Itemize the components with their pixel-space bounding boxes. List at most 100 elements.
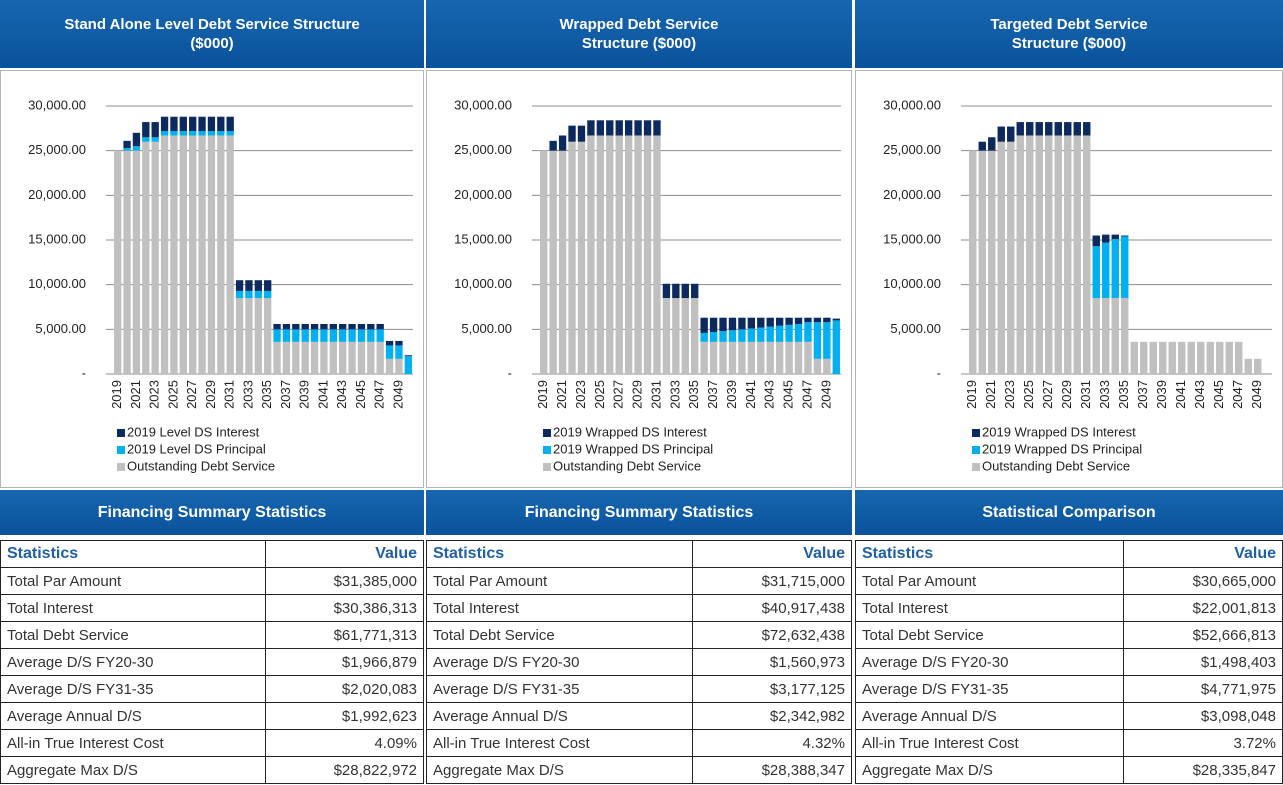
y-tick-label: 30,000.00 (28, 97, 86, 112)
bar-segment (123, 150, 131, 374)
bar-segment (700, 317, 708, 333)
y-tick-label: 15,000.00 (883, 231, 941, 246)
legend-label: 2019 Wrapped DS Interest (553, 424, 707, 439)
x-tick-label: 2021 (983, 380, 998, 409)
y-tick-label: 5,000.00 (890, 321, 941, 336)
bar-segment (1026, 135, 1034, 374)
y-tick-label: 20,000.00 (454, 187, 512, 202)
bar-segment (549, 140, 557, 151)
bar-segment (160, 116, 169, 132)
bar-segment (254, 290, 262, 299)
table-row: Total Interest $30,386,313 (0, 594, 424, 622)
table-row: All-in True Interest Cost 3.72% (855, 729, 1283, 757)
bar-segment (1054, 122, 1062, 136)
chart-box: - 5,000.00 10,000.00 15,000.00 20,000.00 25,0… (855, 70, 1283, 488)
bar-segment (160, 135, 169, 374)
bar-segment (794, 323, 803, 342)
y-tick-label: 10,000.00 (883, 276, 941, 291)
bar-segment (1035, 135, 1043, 374)
bar-segment (357, 341, 366, 374)
y-tick-label: 15,000.00 (28, 231, 86, 246)
x-tick-label: 2043 (762, 380, 777, 409)
bar-segment (310, 329, 319, 342)
bar-segment (170, 116, 178, 132)
bar-segment (376, 329, 384, 342)
bar-segment (301, 329, 309, 342)
bar-segment (719, 341, 727, 374)
bar-segment (615, 120, 623, 136)
bar-segment (301, 341, 309, 374)
bar-segment (245, 280, 253, 291)
y-tick-label: 25,000.00 (28, 142, 86, 157)
bar-segment (179, 131, 187, 136)
x-tick-label: 2047 (799, 380, 814, 409)
bar-segment (757, 341, 765, 374)
bar-segment (179, 116, 187, 132)
x-tick-label: 2041 (743, 380, 758, 409)
bar-segment (404, 355, 412, 357)
bar-segment (1121, 235, 1129, 237)
table-row: Total Debt Service $61,771,313 (0, 621, 424, 649)
stats-table: Statistics Value Total Par Amount $31,385,0… (0, 540, 424, 784)
bar-segment (254, 280, 262, 291)
legend-swatch (543, 446, 551, 454)
bar-segment (1064, 122, 1072, 136)
bar-segment (264, 298, 272, 374)
stat-name: Total Interest (0, 594, 266, 622)
bar-segment (1235, 341, 1243, 374)
stats-table: Statistics Value Total Par Amount $30,665,0… (855, 540, 1283, 784)
stat-name: Average D/S FY31-35 (855, 675, 1124, 703)
bar-segment (1073, 135, 1081, 374)
x-tick-label: 2019 (109, 380, 124, 409)
bar-segment (189, 135, 197, 374)
bar-segment (681, 298, 689, 374)
x-tick-label: 2027 (184, 380, 199, 409)
bar-segment (558, 135, 567, 151)
table-head-row: Statistics Value (426, 540, 852, 568)
x-tick-label: 2041 (315, 380, 330, 409)
stat-value: $40,917,438 (692, 594, 852, 622)
x-tick-label: 2033 (667, 380, 682, 409)
stat-value: $28,388,347 (692, 756, 852, 784)
bar-segment (123, 147, 131, 151)
bar-segment (1159, 341, 1167, 374)
bar-segment (226, 116, 234, 132)
chart-header: Wrapped Debt Service Structure ($000) (426, 0, 852, 68)
table-row: Total Interest $40,917,438 (426, 594, 852, 622)
legend-label: Outstanding Debt Service (127, 458, 275, 473)
stat-name: Total Debt Service (855, 621, 1124, 649)
y-tick-label: 20,000.00 (883, 187, 941, 202)
legend-swatch (972, 463, 980, 471)
bar-segment (794, 317, 803, 324)
bar-segment (217, 131, 225, 136)
stat-value: 4.32% (692, 729, 852, 757)
bar-segment (672, 283, 680, 299)
bar-segment (1111, 234, 1119, 240)
stat-name: All-in True Interest Cost (855, 729, 1124, 757)
legend-label: 2019 Wrapped DS Principal (982, 441, 1142, 456)
stat-value: $3,098,048 (1123, 702, 1283, 730)
bar-segment (577, 125, 586, 142)
table-row: All-in True Interest Cost 4.09% (0, 729, 424, 757)
x-tick-label: 2037 (278, 380, 293, 409)
bar-segment (823, 317, 831, 323)
x-tick-label: 2049 (390, 380, 405, 409)
bar-segment (988, 137, 996, 151)
bar-segment (728, 317, 737, 331)
bar-segment (385, 345, 394, 359)
x-tick-label: 2037 (705, 380, 720, 409)
bar-segment (217, 135, 225, 374)
y-tick-label: - (937, 365, 941, 380)
bar-segment (813, 322, 822, 359)
legend-swatch (117, 463, 125, 471)
bar-segment (804, 322, 812, 342)
bar-segment (385, 340, 394, 346)
y-tick-label: 25,000.00 (454, 142, 512, 157)
column-header: Statistics (0, 540, 266, 568)
bar-segment (1111, 239, 1119, 299)
x-tick-label: 2047 (372, 380, 387, 409)
bar-segment (151, 141, 159, 374)
bar-segment (292, 323, 300, 330)
bar-segment (1168, 341, 1176, 374)
bar-segment (235, 290, 244, 299)
